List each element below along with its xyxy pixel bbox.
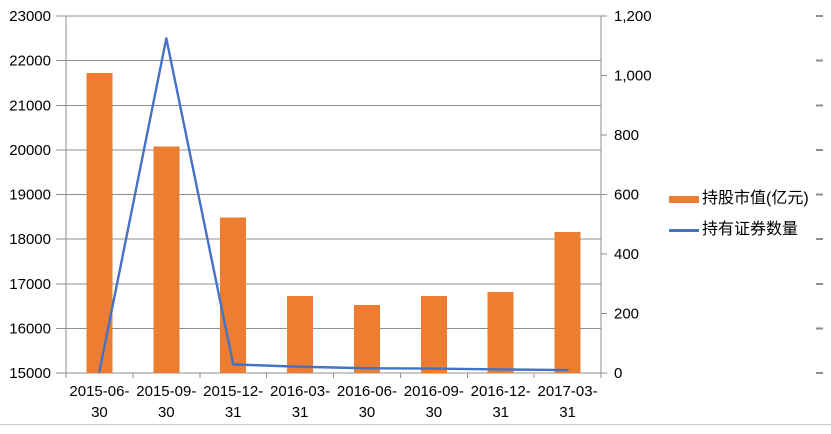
right-axis-label: 0 — [614, 365, 622, 382]
bar-2016-03-31[interactable] — [287, 295, 314, 373]
x-axis-label-line2: 30 — [91, 404, 108, 421]
x-axis-label-line1: 2015-09- — [136, 383, 196, 400]
bar-2015-09-30[interactable] — [153, 146, 180, 373]
bar-2017-03-31[interactable] — [554, 231, 581, 373]
left-axis-label: 20000 — [9, 142, 51, 159]
line-series[interactable] — [98, 37, 569, 373]
left-axis-label: 19000 — [9, 187, 51, 204]
bar-2015-12-31[interactable] — [220, 217, 247, 373]
x-axis-label-line1: 2015-06- — [69, 383, 129, 400]
x-axis-label-line2: 30 — [425, 404, 442, 421]
legend-label-line-series: 持有证券数量 — [702, 221, 799, 238]
left-axis-label: 23000 — [9, 8, 51, 25]
right-axis-label: 200 — [614, 306, 639, 323]
left-axis-label: 17000 — [9, 276, 51, 293]
legend-label-bar-series: 持股市值(亿元) — [702, 190, 809, 207]
left-axis-label: 21000 — [9, 97, 51, 114]
bar-2016-09-30[interactable] — [420, 296, 447, 373]
bar-2016-12-31[interactable] — [487, 291, 514, 373]
x-axis-label-line1: 2016-09- — [404, 383, 464, 400]
x-axis-label-line1: 2016-12- — [471, 383, 531, 400]
right-axis-label: 1,200 — [614, 8, 652, 25]
x-axis-label-line1: 2015-12- — [203, 383, 263, 400]
right-axis-label: 600 — [614, 187, 639, 204]
left-axis-label: 18000 — [9, 231, 51, 248]
bar-2016-06-30[interactable] — [353, 305, 380, 373]
line-series-swatch — [669, 228, 699, 232]
left-axis-label: 15000 — [9, 365, 51, 382]
x-axis-label-line2: 31 — [559, 404, 576, 421]
legend-item-line-series[interactable]: 持有证券数量 — [669, 219, 809, 241]
legend: 持股市值(亿元) 持有证券数量 — [669, 188, 809, 241]
x-axis-label-line2: 30 — [359, 404, 376, 421]
right-axis-label: 400 — [614, 246, 639, 263]
bar-series-swatch — [669, 195, 699, 203]
x-axis-label-line2: 31 — [225, 404, 242, 421]
x-axis-label-line2: 31 — [292, 404, 309, 421]
x-axis-label-line1: 2017-03- — [538, 383, 598, 400]
left-axis-label: 22000 — [9, 53, 51, 70]
x-axis-label-line2: 30 — [158, 404, 175, 421]
x-axis-label-line1: 2016-03- — [270, 383, 330, 400]
x-axis-label-line2: 31 — [492, 404, 509, 421]
right-axis-label: 1,000 — [614, 68, 652, 85]
right-axis-label: 800 — [614, 127, 639, 144]
x-axis-label-line1: 2016-06- — [337, 383, 397, 400]
left-axis-label: 16000 — [9, 320, 51, 337]
legend-item-bar-series[interactable]: 持股市值(亿元) — [669, 188, 809, 210]
bottom-separator — [0, 424, 831, 425]
